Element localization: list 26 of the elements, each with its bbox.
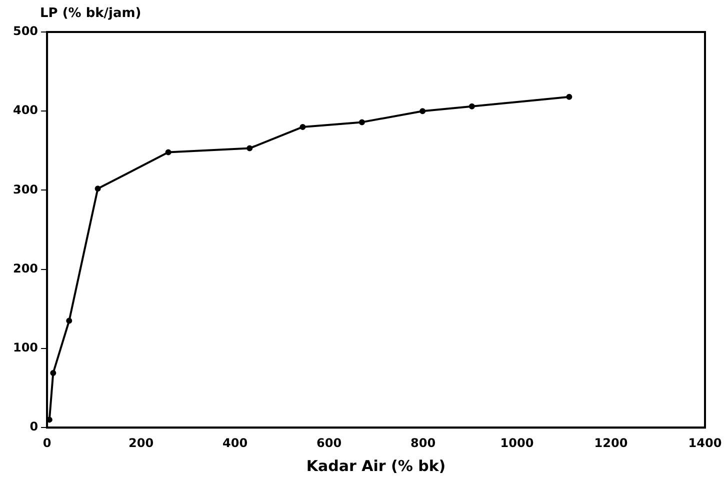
y-axis-title: LP (% bk/jam) bbox=[40, 6, 142, 21]
x-tick-label: 1200 bbox=[594, 436, 628, 450]
point bbox=[94, 186, 101, 192]
point bbox=[246, 145, 253, 152]
point bbox=[420, 108, 426, 114]
x-tick-label: 1000 bbox=[500, 436, 534, 450]
x-axis-title: Kadar Air (% bk) bbox=[306, 456, 446, 475]
point bbox=[566, 94, 572, 100]
point bbox=[50, 370, 56, 376]
point bbox=[468, 103, 475, 110]
x-tick-label: 800 bbox=[410, 436, 436, 450]
x-tick-label: 600 bbox=[316, 436, 342, 450]
y-tick-label: 300 bbox=[12, 182, 38, 196]
point bbox=[165, 149, 172, 156]
x-tick-label: 0 bbox=[42, 436, 52, 450]
y-tick-label: 400 bbox=[12, 103, 38, 118]
x-tick-label: 200 bbox=[128, 436, 154, 450]
point bbox=[300, 124, 306, 130]
y-tick-label: 500 bbox=[12, 24, 38, 38]
point bbox=[66, 318, 72, 324]
point bbox=[358, 119, 365, 126]
y-tick-label: 0 bbox=[30, 420, 38, 434]
y-tick-label: 200 bbox=[12, 261, 38, 276]
x-tick-label: 400 bbox=[222, 436, 248, 450]
x-tick-label: 1400 bbox=[688, 436, 722, 450]
y-tick-label: 100 bbox=[12, 340, 38, 355]
